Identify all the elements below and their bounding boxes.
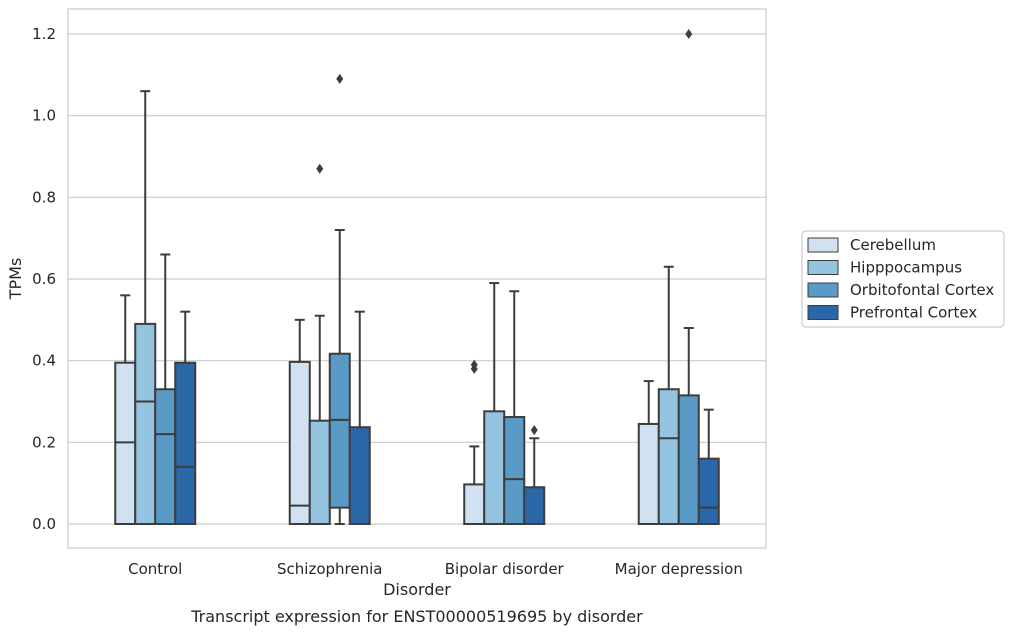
box-orbitofontal-cortex: [503, 290, 526, 525]
x-axis-label: Disorder: [383, 580, 451, 599]
x-tick-label: Bipolar disorder: [445, 560, 565, 578]
box-hipppocampus: [483, 282, 506, 525]
y-axis-label: TPMs: [6, 258, 25, 301]
legend-entry: Prefrontal Cortex: [850, 304, 977, 322]
box-iqr: [503, 416, 526, 525]
legend-swatch: [807, 237, 839, 253]
box-iqr: [114, 361, 137, 526]
box-iqr: [288, 360, 311, 525]
box-prefrontal-cortex: [697, 408, 720, 525]
x-tick-label: Control: [128, 560, 182, 578]
box-iqr: [328, 352, 351, 509]
legend-swatch: [807, 260, 839, 275]
outlier-point: [685, 29, 693, 39]
outlier-point: [470, 359, 478, 370]
y-tick-label: 1.0: [32, 107, 56, 125]
box-prefrontal-cortex: [348, 310, 371, 526]
box-orbitofontal-cortex: [328, 73, 351, 525]
box-iqr: [523, 486, 546, 525]
box-iqr: [637, 422, 660, 526]
plot-area-frame: [67, 8, 767, 549]
box-cerebellum: [114, 294, 137, 526]
box-prefrontal-cortex: [174, 310, 197, 526]
y-tick-label: 0.4: [32, 352, 56, 370]
legend: Cerebellum Hipppocampus Orbitofontal Corte…: [801, 230, 1005, 328]
legend-entry: Orbitofontal Cortex: [850, 281, 994, 299]
box-iqr: [308, 419, 331, 526]
legend-entry: Hipppocampus: [850, 259, 962, 277]
legend-swatch: [807, 305, 839, 320]
outlier-point: [316, 163, 324, 174]
outlier-point: [530, 425, 538, 436]
y-tick-label: 0.0: [32, 515, 56, 533]
y-tick-label: 0.2: [32, 433, 56, 451]
box-iqr: [677, 394, 700, 525]
box-iqr: [348, 426, 371, 526]
x-tick-label: Schizophrenia: [277, 560, 382, 578]
x-tick-label: Major depression: [615, 560, 743, 578]
chart-caption: Transcript expression for ENST0000051969…: [190, 607, 643, 626]
box-iqr: [697, 457, 720, 525]
box-hipppocampus: [134, 90, 157, 525]
y-tick-label: 1.2: [32, 25, 56, 43]
box-plots: [114, 29, 720, 526]
box-iqr: [483, 410, 506, 525]
legend-entry: Cerebellum: [850, 236, 936, 254]
box-iqr: [657, 388, 680, 525]
box-iqr: [154, 388, 177, 525]
box-iqr: [134, 322, 157, 525]
box-orbitofontal-cortex: [154, 253, 177, 525]
outlier-point: [336, 73, 344, 84]
box-iqr: [463, 483, 486, 525]
box-iqr: [174, 361, 197, 526]
box-prefrontal-cortex: [523, 425, 546, 525]
y-tick-label: 0.6: [32, 270, 56, 288]
legend-frame: [801, 230, 1005, 328]
y-tick-label: 0.8: [32, 188, 56, 206]
legend-swatch: [807, 282, 839, 298]
axis-ticks: 0.0 0.2 0.4 0.6 0.8 1.0 1.2 Control Schizophreni…: [32, 25, 743, 578]
